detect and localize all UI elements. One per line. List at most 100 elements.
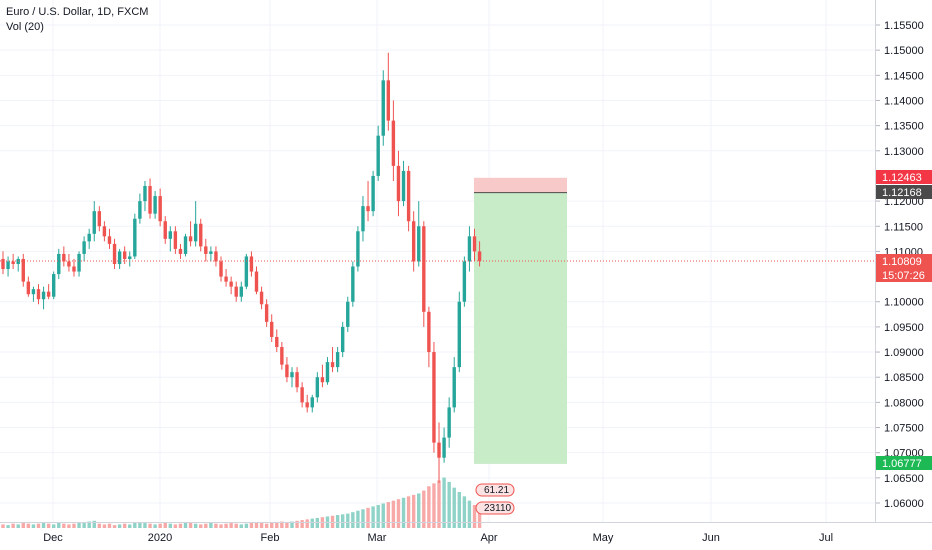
candle [467, 226, 472, 272]
candle [193, 201, 198, 247]
volume-bar [67, 524, 71, 528]
candle [16, 256, 20, 272]
stop-price-tag: 1.12463 [876, 170, 932, 184]
candle [417, 201, 421, 267]
volume-bar [193, 523, 198, 528]
candle [133, 213, 137, 259]
price-tick-label: 1.10000 [884, 297, 924, 309]
candle [315, 372, 320, 403]
volume-bar [183, 522, 188, 528]
volume-bar [335, 515, 340, 528]
volume-bar [386, 502, 391, 528]
volume-bar [122, 523, 127, 528]
candle [97, 206, 102, 232]
volume-bar [173, 524, 178, 528]
position-tool[interactable] [474, 177, 567, 464]
volume-bar [82, 522, 86, 528]
volume-bar [77, 522, 81, 528]
volume-bar [452, 487, 456, 528]
volume-bar [239, 524, 243, 528]
volume-bar [46, 523, 51, 528]
volume-bar [457, 492, 461, 528]
candle [11, 253, 15, 270]
candle [214, 246, 218, 267]
candles [1, 52, 482, 483]
volume-bar [270, 522, 274, 528]
volume-bar [280, 521, 284, 528]
volume-bar [366, 507, 370, 528]
candle [52, 271, 56, 300]
symbol-title[interactable]: Euro / U.S. Dollar, 1D, FXCM [6, 6, 149, 18]
price-axis[interactable]: 1.15500 1.15000 1.14500 1.14000 1.13500 1.130… [875, 0, 932, 550]
volume-indicator-label[interactable]: Vol (20) [6, 21, 44, 33]
candle [153, 191, 157, 219]
candle [462, 256, 467, 307]
candle [6, 256, 10, 277]
candle [457, 291, 461, 373]
stop-loss-zone[interactable] [474, 177, 567, 193]
volume-bar [305, 519, 309, 528]
volume-bar [209, 522, 213, 528]
candle [437, 422, 441, 483]
candle [199, 218, 203, 252]
volume-bar [477, 509, 482, 528]
volume-bar [254, 522, 259, 528]
volume-bar [401, 497, 406, 528]
volume-bar [361, 509, 365, 528]
candle [209, 246, 213, 262]
volume-bar [285, 522, 289, 528]
volume-bar [356, 510, 360, 528]
volume-bar [153, 524, 157, 528]
price-tick-label: 1.08500 [884, 372, 924, 384]
time-tick-label: Feb [261, 532, 280, 544]
candle [77, 251, 81, 277]
candle [62, 246, 66, 267]
price-tick-label: 1.08000 [884, 397, 924, 409]
volume-bar [417, 493, 421, 528]
volume-bar [199, 524, 203, 528]
last-price-text: 1.10809 [882, 256, 922, 268]
candle [249, 251, 254, 277]
volume-label-upper: 61.21 [475, 483, 515, 497]
chart-legend: Euro / U.S. Dollar, 1D, FXCM Vol (20) [6, 5, 148, 35]
candle [31, 286, 36, 302]
time-tick-label: Dec [43, 532, 63, 544]
volume-bar [128, 524, 132, 528]
candle [346, 296, 350, 332]
candle [330, 347, 335, 373]
volume-bar [168, 523, 173, 528]
volume-bar [36, 523, 41, 528]
volume-bar [340, 514, 345, 528]
take-profit-zone[interactable] [474, 192, 567, 464]
volume-bar [11, 523, 15, 528]
candle [46, 284, 51, 300]
target-price-text: 1.06777 [882, 458, 922, 470]
candle [102, 221, 107, 242]
volume-bar [472, 504, 477, 528]
candle [396, 150, 401, 217]
volume-bar [442, 477, 446, 528]
candle [386, 52, 391, 131]
price-tick-label: 1.13000 [884, 146, 924, 158]
volume-bar [427, 486, 431, 528]
candle [82, 236, 86, 262]
candle [381, 70, 385, 146]
volume-bar [371, 506, 375, 528]
volume-bar [290, 521, 294, 528]
volume-bar [224, 523, 228, 528]
volume-bar [112, 525, 117, 528]
volume-bar [244, 523, 249, 528]
candle [477, 241, 482, 267]
candle [229, 276, 233, 295]
candle [128, 251, 132, 267]
candle [36, 284, 41, 305]
candle [442, 427, 446, 463]
volume-bar [178, 523, 183, 528]
volume-bar [72, 523, 76, 528]
time-tick-label: Apr [480, 532, 497, 544]
volume-bar [57, 522, 61, 528]
volume-bar [163, 522, 167, 528]
time-axis[interactable]: Dec 2020 Feb Mar Apr May Jun Jul [0, 522, 932, 545]
volume-bar [249, 522, 254, 528]
